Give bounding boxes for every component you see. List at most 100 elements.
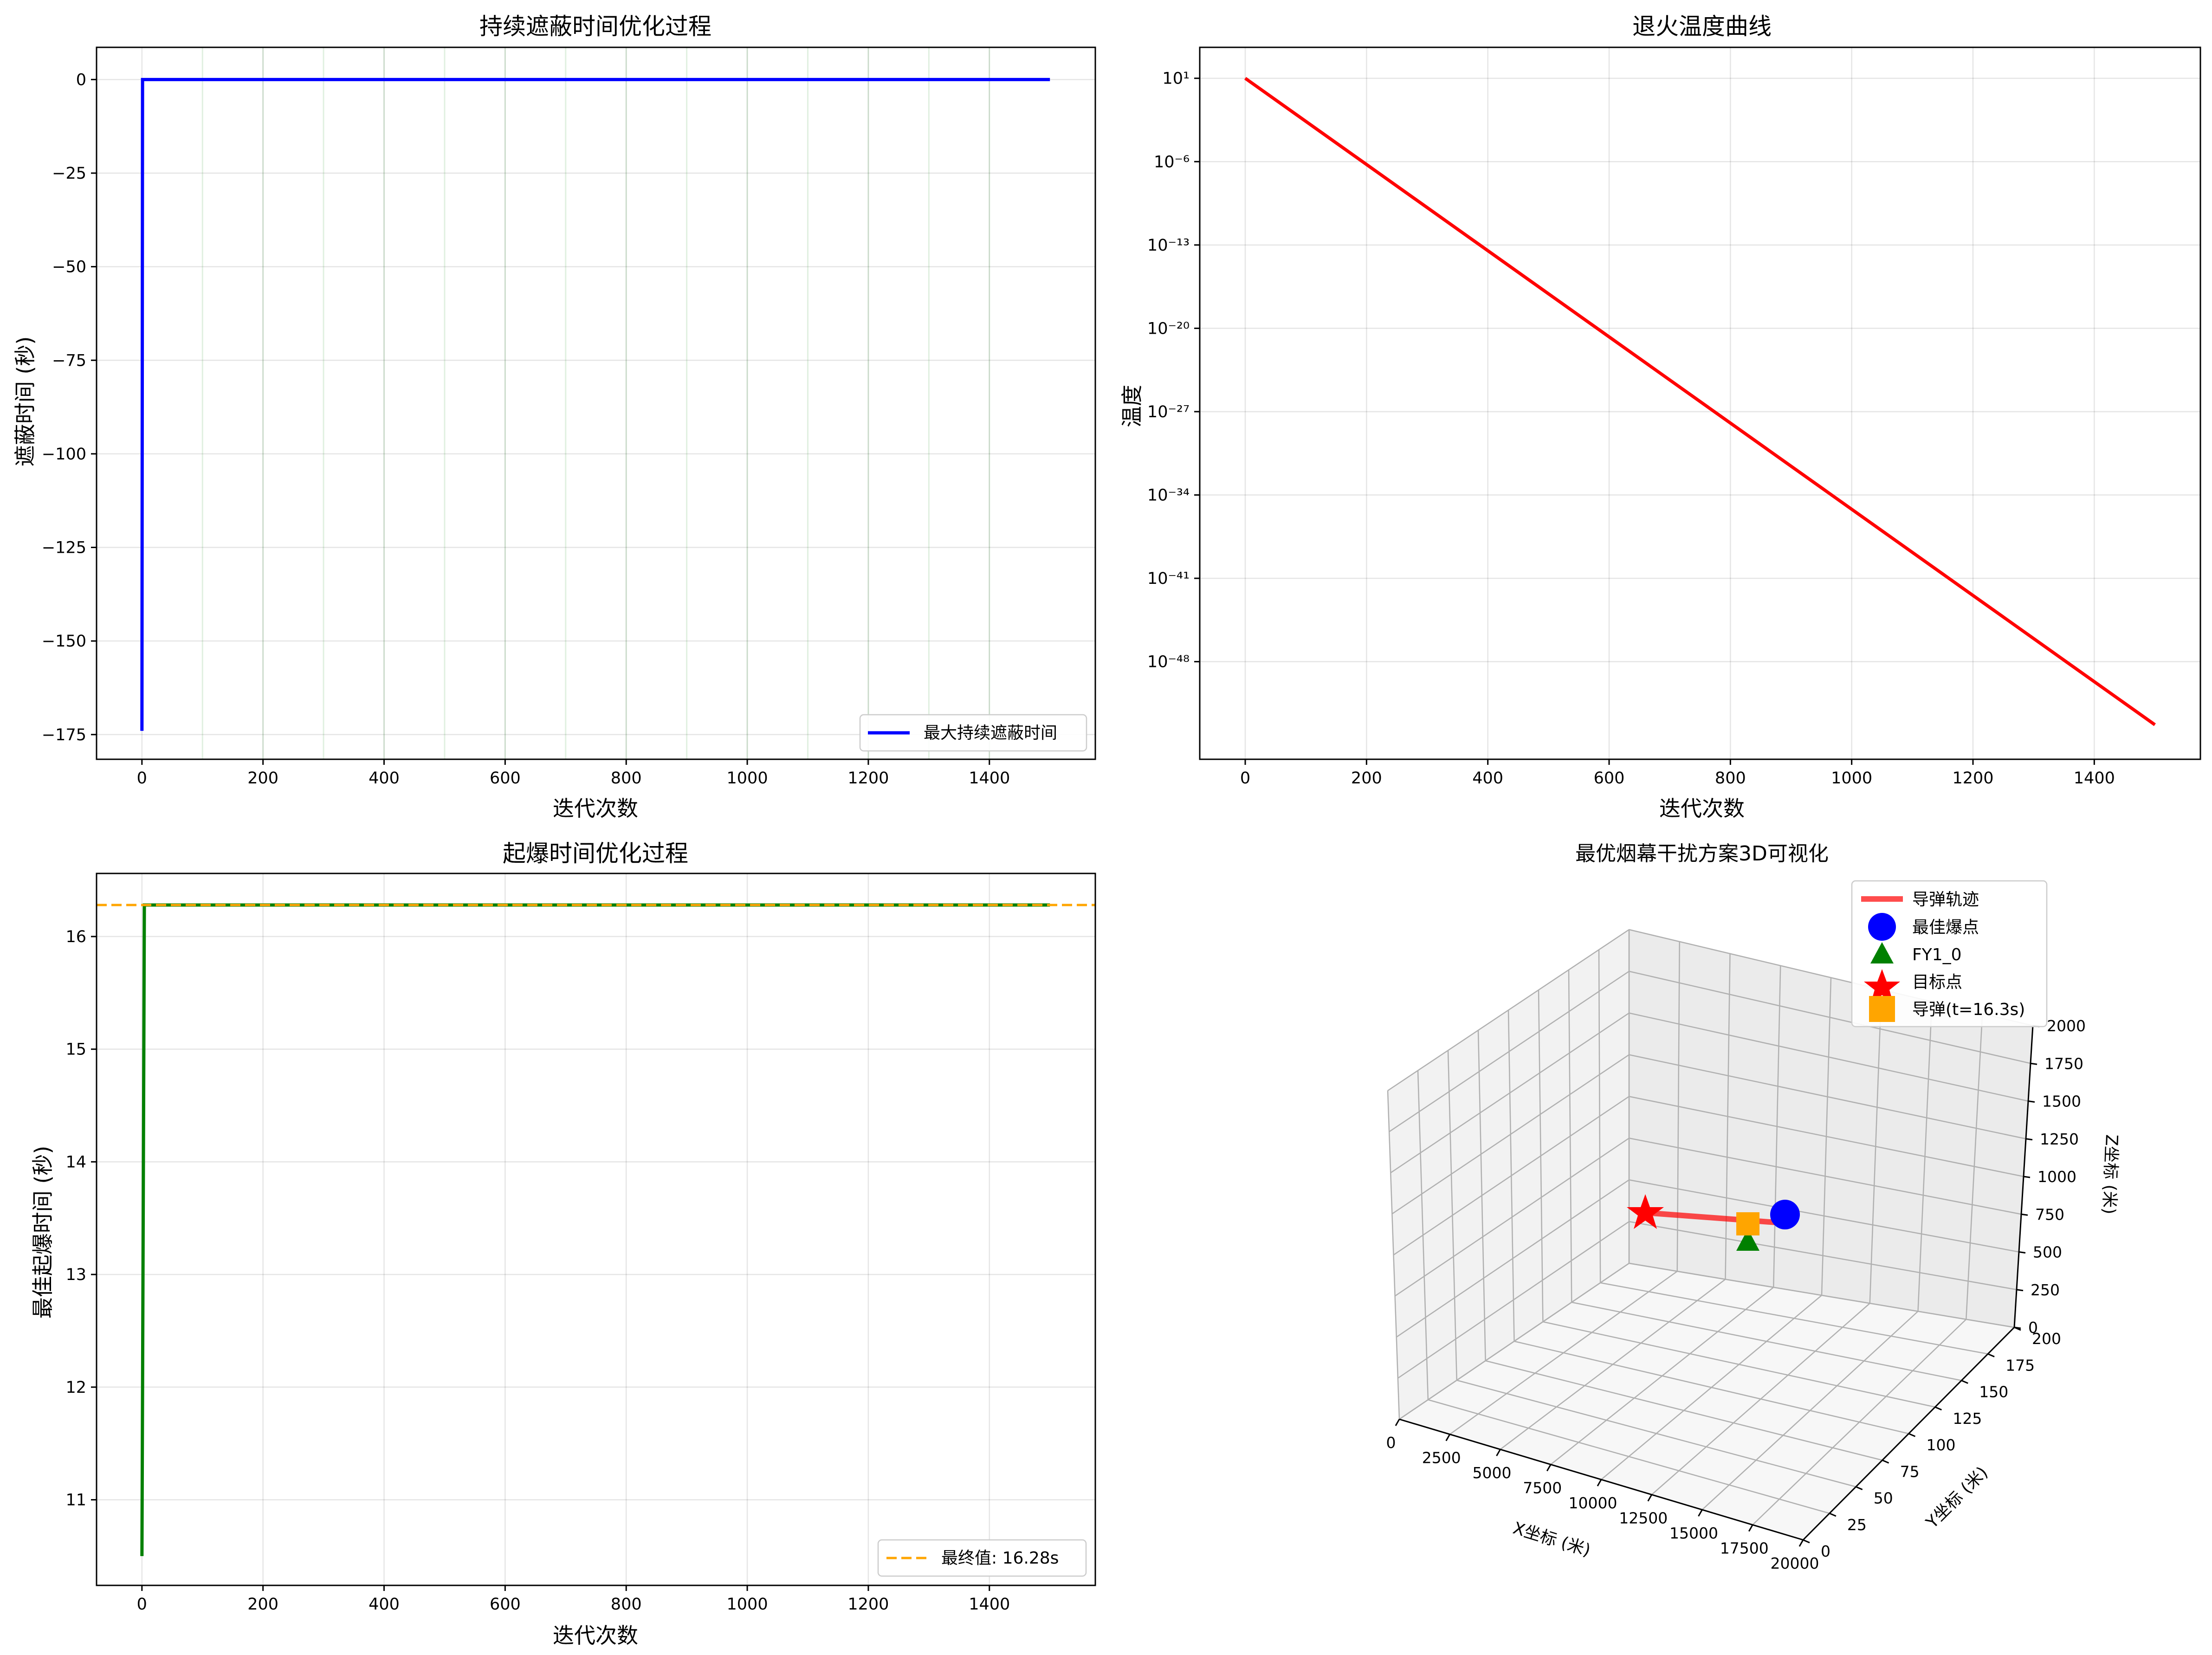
x-tick-label: 0 — [1386, 1434, 1396, 1452]
x-tick-label: 15000 — [1669, 1524, 1718, 1542]
floor-gridline — [1651, 1303, 1870, 1495]
wall-gridline — [1629, 970, 2031, 1064]
wall-gridline — [1538, 990, 1544, 1322]
legend: 最大持续遮蔽时间 — [859, 714, 1087, 752]
y-tick-label: 125 — [1953, 1409, 1982, 1428]
x-tick-label: 0 — [1240, 769, 1250, 788]
y-axis-label: 最佳起爆时间 (秒) — [30, 1146, 55, 1319]
x-tick-mark — [1698, 1509, 1703, 1517]
y-tick-label: −25 — [52, 164, 86, 183]
x-tick-label: 400 — [1472, 769, 1503, 788]
y-tick-label: 15 — [65, 1041, 86, 1059]
series-line — [1244, 77, 2156, 726]
legend-label: 最大持续遮蔽时间 — [924, 724, 1057, 743]
y-tick-label: 13 — [65, 1266, 86, 1284]
x-tick-label: 0 — [137, 769, 147, 788]
y-tick-label: 50 — [1874, 1489, 1893, 1507]
shielding-time-chart: 持续遮蔽时间优化过程 迭代次数 遮蔽时间 (秒) 0 200 400 600 800 10… — [13, 13, 1096, 821]
x-tick-label: 17500 — [1720, 1539, 1769, 1558]
x-tick-mark — [1546, 1464, 1552, 1472]
y-tick-label: −125 — [42, 539, 86, 557]
x-tick-mark — [1647, 1494, 1653, 1502]
plot-area — [97, 873, 1095, 1585]
y-tick-label: 10¹ — [1162, 70, 1190, 88]
plot-frame — [96, 873, 1096, 1586]
y-tick-label: 10⁻⁶ — [1154, 153, 1190, 171]
x-tick-label: 1000 — [727, 1595, 768, 1614]
x-tick-label: 1400 — [969, 769, 1010, 788]
x-tick-label: 200 — [247, 769, 278, 788]
legend-square-icon — [1869, 996, 1895, 1022]
x-axis-label: 迭代次数 — [553, 1623, 638, 1648]
legend-label: 导弹轨迹 — [1912, 890, 1979, 909]
x-tick-label: 7500 — [1523, 1479, 1562, 1497]
x-tick-label: 20000 — [1771, 1554, 1819, 1572]
floor-gridline — [1701, 1311, 1919, 1510]
y-tick-label: −175 — [42, 726, 86, 744]
x-tick-label: 2500 — [1422, 1449, 1461, 1467]
3d-grid — [1387, 929, 2034, 1541]
floor-gridline — [1600, 1282, 1988, 1355]
y-tick-label: 100 — [1927, 1436, 1956, 1454]
y-tick-label: 175 — [2005, 1356, 2035, 1374]
y-tick-mark — [1987, 1353, 1995, 1358]
wall-gridline — [1507, 1010, 1515, 1342]
x-tick-label: 800 — [1715, 769, 1746, 788]
wall-gridline — [1966, 1014, 1983, 1319]
floor-gridline — [1752, 1319, 1967, 1526]
y-tick-label: 10⁻²⁷ — [1147, 403, 1190, 421]
z-tick-mark — [2028, 1100, 2035, 1103]
annealing-temperature-chart: 退火温度曲线 迭代次数 温度 0 200 400 600 800 1000 1200 1400… — [1119, 13, 2201, 821]
z-tick-mark — [2021, 1213, 2028, 1216]
wall-gridline — [1629, 1054, 2026, 1139]
chart-title: 持续遮蔽时间优化过程 — [479, 13, 711, 40]
z-tick-mark — [2016, 1289, 2024, 1292]
x-tick-label: 800 — [611, 769, 642, 788]
y-tick-label: 10⁻²⁰ — [1147, 319, 1190, 338]
legend-star-icon — [1864, 969, 1900, 1003]
x-axis-label: 迭代次数 — [1659, 796, 1745, 821]
legend: 导弹轨迹 最佳爆点 FY1_0 目标点 导弹(t=16.3s) — [1851, 880, 2048, 1028]
legend-label: 导弹(t=16.3s) — [1912, 1000, 2025, 1019]
3d-ticks: 0250050007500100001250015000175002000002… — [1386, 1017, 2086, 1572]
x-tick-label: 1000 — [1831, 769, 1872, 788]
x-tick-label: 800 — [611, 1595, 642, 1614]
x-tick-label: 400 — [369, 769, 400, 788]
y-tick-label: −150 — [42, 632, 86, 651]
x-tick-label: 5000 — [1473, 1464, 1512, 1482]
y-tick-mark — [1961, 1380, 1968, 1384]
x-tick-label: 1200 — [847, 769, 889, 788]
y-tick-label: −75 — [52, 351, 86, 370]
legend-label: FY1_0 — [1912, 945, 1962, 964]
z-tick-mark — [2018, 1251, 2026, 1254]
z-tick-mark — [2025, 1138, 2033, 1141]
y-tick-label: −50 — [52, 258, 86, 277]
wall-gridline — [1917, 1002, 1933, 1312]
z-tick-label: 750 — [2035, 1205, 2064, 1223]
target-point-marker — [1627, 1194, 1664, 1229]
x-tick-label: 600 — [490, 1595, 521, 1614]
y-tick-label: 12 — [65, 1378, 86, 1397]
x-tick-mark — [1798, 1539, 1804, 1547]
x-tick-label: 12500 — [1619, 1509, 1668, 1527]
y-tick-label: 10⁻¹³ — [1147, 236, 1190, 255]
y-tick-label: 10⁻⁴⁸ — [1147, 653, 1190, 672]
wall-gridline — [1389, 970, 1630, 1132]
series-line — [140, 78, 1050, 731]
smoke-interference-3d-chart: 最优烟幕干扰方案3D可视化 02500500075001000012500150… — [1386, 842, 2121, 1572]
x-tick-mark — [1748, 1524, 1753, 1532]
x-tick-mark — [1597, 1479, 1602, 1487]
y-tick-label: 14 — [65, 1153, 86, 1171]
wall-gridline — [1391, 1054, 1630, 1215]
y-tick-label: 0 — [1821, 1542, 1830, 1560]
floor-gridline — [1629, 1262, 2015, 1328]
y-tick-label: 11 — [65, 1491, 86, 1510]
y-tick-label: 150 — [1979, 1383, 2008, 1401]
y-tick-mark — [1908, 1433, 1916, 1437]
wall-gridline — [1568, 970, 1572, 1303]
z-tick-label: 500 — [2033, 1243, 2062, 1261]
x-tick-label: 1200 — [847, 1595, 889, 1614]
x-tick-label: 1200 — [1952, 769, 1993, 788]
legend-label: 最终值: 16.28s — [941, 1549, 1059, 1568]
